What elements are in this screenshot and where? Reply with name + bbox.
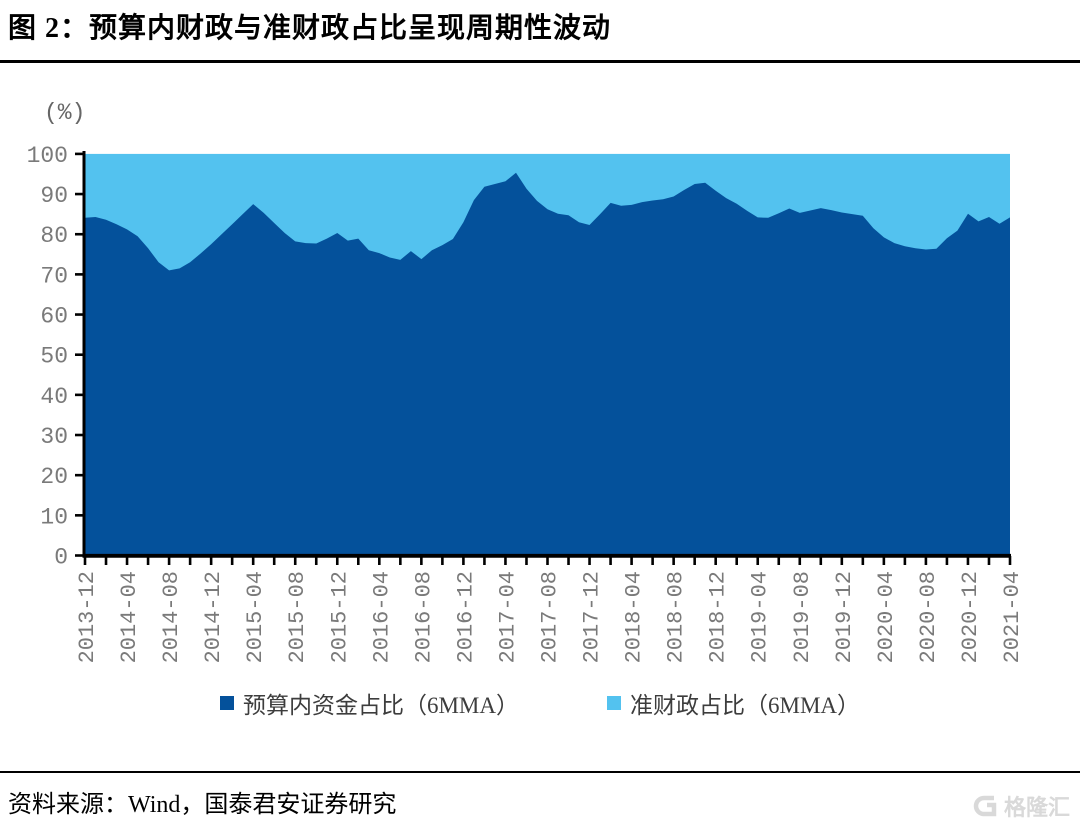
x-tick-label: 2020-12 <box>958 571 983 663</box>
y-tick-label: 60 <box>40 304 68 330</box>
footer-divider <box>0 771 1080 773</box>
x-tick-label: 2017-04 <box>495 571 520 663</box>
x-tick-label: 2014-12 <box>201 571 226 663</box>
x-tick-label: 2015-04 <box>243 571 268 663</box>
quasi-fiscal-series-label: 准财政占比（6MMA） <box>630 693 861 718</box>
x-tick-label: 2019-12 <box>832 571 857 663</box>
x-tick-label: 2018-12 <box>706 571 731 663</box>
y-tick-label: 40 <box>40 384 68 410</box>
figure-title: 图 2：预算内财政与准财政占比呈现周期性波动 <box>8 13 612 44</box>
x-tick-label: 2017-12 <box>580 571 605 663</box>
x-tick-label: 2015-12 <box>327 571 352 663</box>
x-tick-label: 2021-04 <box>1000 571 1025 663</box>
x-tick-label: 2019-04 <box>748 571 773 663</box>
x-tick-label: 2013-12 <box>75 571 100 663</box>
x-tick-label: 2014-04 <box>117 571 142 663</box>
x-tick-label: 2016-04 <box>369 571 394 663</box>
source-text: 资料来源：Wind，国泰君安证券研究 <box>8 792 397 818</box>
budget-series-swatch <box>219 696 234 710</box>
watermark-text: 格隆汇 <box>1003 795 1070 820</box>
x-tick-label: 2018-08 <box>664 571 689 663</box>
y-tick-label: 100 <box>27 143 68 169</box>
gelonghui-logo-icon <box>973 795 997 817</box>
y-axis-unit-label: (%) <box>44 100 86 126</box>
x-tick-label: 2017-08 <box>538 571 563 663</box>
gelonghui-watermark: 格隆汇 <box>973 790 1070 822</box>
y-tick-label: 20 <box>40 464 68 490</box>
y-tick-label: 90 <box>40 183 68 209</box>
legend-item-budget: 预算内资金占比（6MMA） <box>219 686 519 720</box>
x-tick-label: 2018-04 <box>622 571 647 663</box>
y-tick-label: 0 <box>54 545 68 571</box>
x-tick-label: 2016-12 <box>453 571 478 663</box>
budget-series-label: 预算内资金占比（6MMA） <box>242 693 519 718</box>
y-tick-label: 50 <box>40 344 68 370</box>
y-tick-label: 70 <box>40 263 68 289</box>
legend-item-quasi-fiscal: 准财政占比（6MMA） <box>607 686 860 720</box>
x-tick-label: 2020-08 <box>916 571 941 663</box>
x-tick-label: 2020-04 <box>874 571 899 663</box>
title-divider <box>0 60 1080 63</box>
x-tick-label: 2014-08 <box>159 571 184 663</box>
y-tick-label: 10 <box>40 504 68 530</box>
x-tick-label: 2019-08 <box>790 571 815 663</box>
chart-legend: 预算内资金占比（6MMA） 准财政占比（6MMA） <box>0 686 1080 720</box>
y-tick-label: 30 <box>40 424 68 450</box>
x-tick-label: 2016-08 <box>411 571 436 663</box>
y-tick-label: 80 <box>40 223 68 249</box>
quasi-fiscal-series-swatch <box>607 696 621 710</box>
budget-area <box>85 172 1010 556</box>
x-tick-label: 2015-08 <box>285 571 310 663</box>
